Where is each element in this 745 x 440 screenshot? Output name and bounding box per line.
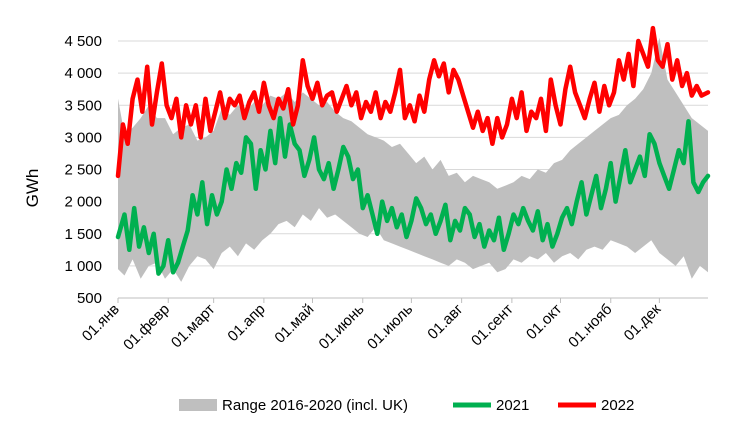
y-tick-label: 2 500 [64, 162, 102, 179]
range-band [118, 37, 708, 282]
x-tick-label: 01.февр [120, 301, 173, 354]
y-tick-label: 4 500 [64, 33, 102, 50]
legend-label-2022: 2022 [601, 397, 634, 414]
x-tick-label: 01.нояб [565, 301, 615, 351]
x-tick-label: 01.янв [79, 301, 123, 345]
y-tick-label: 3 500 [64, 97, 102, 114]
series-line-2022 [115, 25, 711, 179]
y-tick-label: 2 000 [64, 194, 102, 211]
y-axis-label: GWh [23, 169, 42, 208]
legend: Range 2016-2020 (incl. UK) 2021 2022 [179, 397, 634, 414]
x-tick-label: 01.окт [523, 301, 565, 343]
y-tick-label: 500 [77, 290, 102, 307]
x-tick-label: 01.июнь [316, 301, 368, 353]
series-line-2021 [115, 115, 711, 276]
legend-label-2021: 2021 [496, 397, 529, 414]
range-band-layer [118, 37, 708, 282]
y-tick-label: 3 000 [64, 129, 102, 146]
x-tick-label: 01.март [168, 301, 219, 352]
y-axis: 500 1 000 1 500 2 000 2 500 3 000 3 500 4 000 4 … [64, 33, 102, 307]
x-tick-label: 01.дек [621, 301, 665, 345]
x-tick-label: 01.май [271, 301, 317, 347]
x-tick-label: 01.сент [468, 301, 517, 350]
legend-swatch-range [179, 399, 217, 411]
y-tick-label: 1 500 [64, 226, 102, 243]
x-tick-label: 01.июль [364, 301, 416, 353]
x-tick-label: 01.апр [224, 301, 268, 345]
x-tick-label: 01.авг [424, 300, 467, 343]
y-tick-label: 4 000 [64, 65, 102, 82]
legend-label-range: Range 2016-2020 (incl. UK) [222, 397, 408, 414]
series-layer [115, 25, 711, 276]
y-tick-label: 1 000 [64, 258, 102, 275]
